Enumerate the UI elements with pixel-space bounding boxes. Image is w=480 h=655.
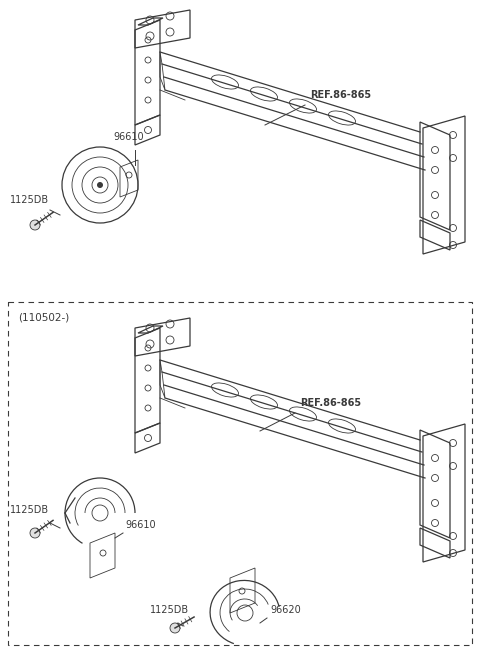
Text: REF.86-865: REF.86-865: [310, 90, 371, 100]
Text: 96610: 96610: [113, 132, 144, 142]
Circle shape: [30, 528, 40, 538]
Bar: [8, 302, 472, 645]
Text: 96610: 96610: [125, 520, 156, 530]
Circle shape: [30, 220, 40, 230]
Text: 1125DB: 1125DB: [150, 605, 189, 615]
Circle shape: [97, 182, 103, 188]
Circle shape: [170, 623, 180, 633]
Text: 1125DB: 1125DB: [10, 505, 49, 515]
Text: 1125DB: 1125DB: [10, 195, 49, 205]
Text: REF.86-865: REF.86-865: [300, 398, 361, 408]
Text: 96620: 96620: [270, 605, 301, 615]
Text: (110502-): (110502-): [18, 312, 69, 322]
